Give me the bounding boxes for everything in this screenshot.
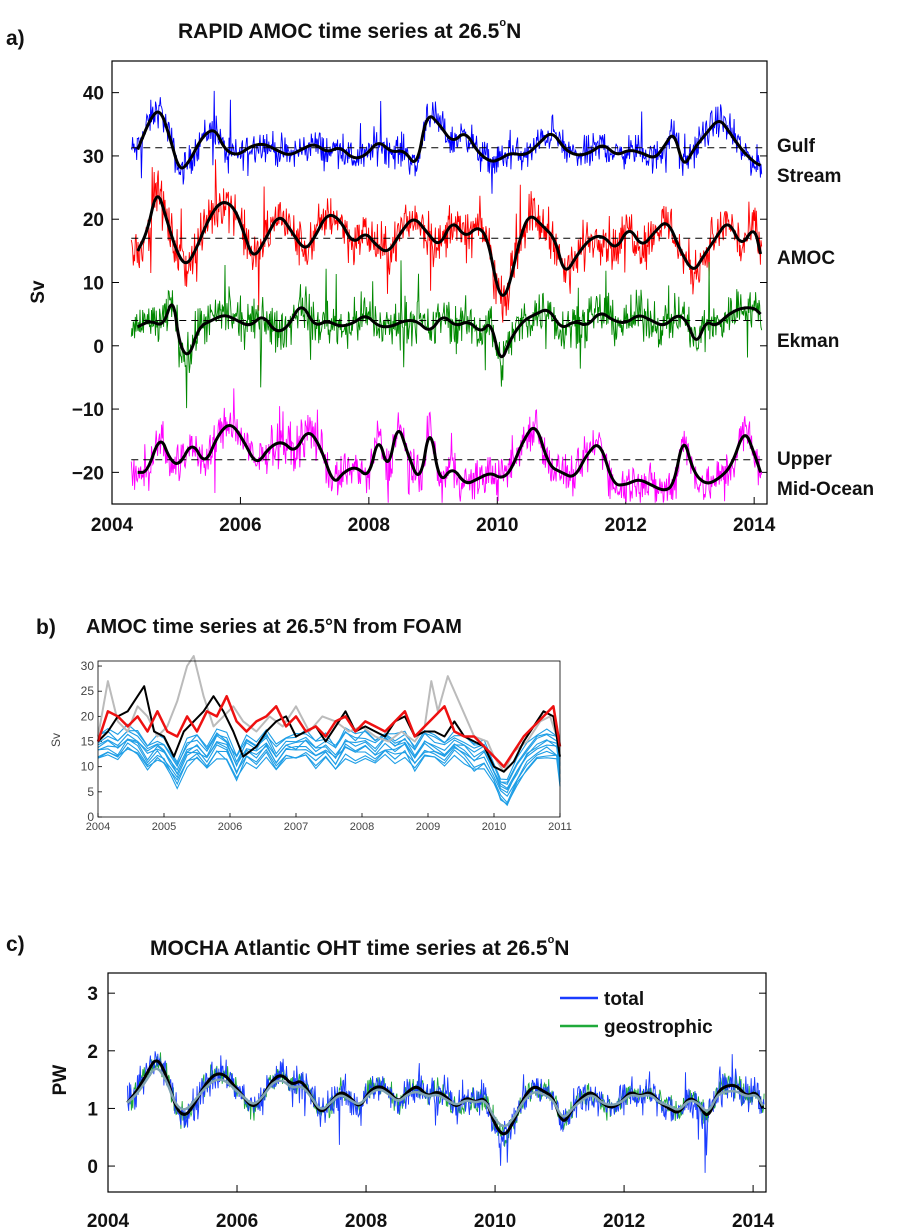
panel-b-ylabel: Sv (49, 733, 63, 747)
x-tick-label: 2007 (284, 821, 308, 833)
x-tick-label: 2009 (416, 821, 440, 833)
y-tick-label: 40 (83, 84, 104, 105)
y-tick-label: 0 (87, 810, 94, 824)
x-tick-label: 2008 (350, 821, 374, 833)
panel-b: b) AMOC time series at 26.5°N from FOAM … (36, 616, 572, 833)
series-upper-mid-ocean (130, 388, 764, 503)
series-name-label: Gulf (777, 136, 816, 157)
panel-c-ylabel: PW (50, 1065, 71, 1096)
x-tick-label: 2004 (91, 515, 134, 536)
panel-a-title: RAPID AMOC time series at 26.5oN (178, 17, 521, 43)
x-tick-label: 2014 (733, 515, 776, 536)
x-tick-label: 2012 (605, 515, 647, 536)
smoothed-line (136, 110, 762, 170)
panel-a: a) RAPID AMOC time series at 26.5oN Sv 4… (6, 17, 874, 536)
series-name-label: Ekman (777, 331, 839, 352)
x-tick-label: 2004 (87, 1211, 130, 1232)
series-name-label: AMOC (777, 248, 835, 269)
y-tick-label: 0 (87, 1157, 98, 1178)
total-raw-line (126, 1051, 765, 1173)
y-tick-label: 5 (87, 785, 94, 799)
panel-a-frame (111, 60, 768, 505)
raw-line (130, 90, 763, 194)
x-tick-label: 2014 (732, 1211, 775, 1232)
x-tick-label: 2010 (482, 821, 506, 833)
ensemble-lines (97, 723, 561, 807)
y-tick-label: 10 (81, 760, 95, 774)
legend-label: total (604, 989, 644, 1010)
series-line (96, 694, 562, 768)
panel-c-frame (107, 972, 767, 1193)
x-tick-label: 2010 (476, 515, 518, 536)
y-tick-label: 0 (93, 337, 104, 358)
panel-b-frame (97, 660, 561, 818)
x-tick-label: 2006 (218, 821, 242, 833)
series-name-label: Upper (777, 449, 833, 470)
x-tick-label: 2006 (216, 1211, 258, 1232)
panel-c-title: MOCHA Atlantic OHT time series at 26.5oN (150, 934, 569, 960)
panel-c-legend: total geostrophic (560, 989, 713, 1038)
x-tick-label: 2006 (219, 515, 261, 536)
y-tick-label: 30 (83, 147, 104, 168)
raw-line (130, 388, 763, 503)
x-tick-label: 2008 (348, 515, 390, 536)
series-ekman (130, 260, 764, 409)
panel-a-ylabel: Sv (28, 280, 49, 304)
series-gulf-stream (130, 90, 764, 194)
smoothed-line (136, 195, 763, 297)
panel-c-label: c) (6, 933, 25, 956)
ensemble-member-line (97, 738, 561, 798)
y-tick-label: 10 (83, 274, 104, 295)
y-tick-label: 2 (87, 1042, 98, 1063)
panel-b-title: AMOC time series at 26.5°N from FOAM (86, 616, 462, 638)
series-name-label: Stream (777, 166, 841, 187)
y-tick-label: 25 (81, 684, 95, 698)
series-name-label: Mid-Ocean (777, 479, 874, 500)
y-tick-label: 15 (81, 735, 95, 749)
smoothed-line (137, 424, 763, 492)
smoothed-geostrophic-line (126, 1067, 764, 1128)
x-tick-label: 2005 (152, 821, 176, 833)
series-line (97, 655, 561, 773)
panel-c: c) MOCHA Atlantic OHT time series at 26.… (6, 933, 775, 1232)
x-tick-label: 2008 (345, 1211, 387, 1232)
x-tick-label: 2010 (474, 1211, 516, 1232)
x-tick-label: 2004 (86, 821, 110, 833)
y-tick-label: 1 (87, 1099, 98, 1120)
ensemble-member-line (97, 733, 561, 790)
raw-line (130, 260, 763, 409)
legend-label: geostrophic (604, 1017, 713, 1038)
series-amoc (130, 159, 764, 323)
raw-line (130, 159, 763, 323)
x-tick-label: 2012 (603, 1211, 645, 1232)
y-tick-label: −10 (72, 400, 104, 421)
panel-a-label: a) (6, 27, 25, 50)
smoothed-line (137, 303, 762, 359)
y-tick-label: 20 (81, 709, 95, 723)
x-tick-label: 2011 (548, 821, 572, 833)
y-tick-label: 20 (83, 210, 104, 231)
y-tick-label: 30 (81, 659, 95, 673)
y-tick-label: 3 (87, 984, 98, 1005)
y-tick-label: −20 (72, 463, 104, 484)
panel-b-label: b) (36, 616, 56, 639)
